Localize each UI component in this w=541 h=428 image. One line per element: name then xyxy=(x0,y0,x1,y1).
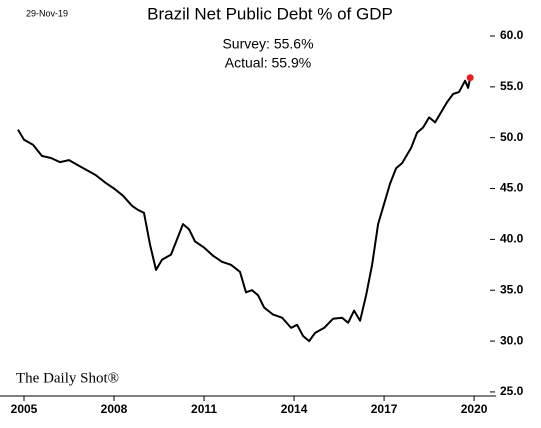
source: The Daily Shot® xyxy=(16,370,119,386)
x-tick-label: 2011 xyxy=(191,402,217,416)
y-tick-label: 50.0 xyxy=(500,130,524,144)
annotation: Actual: 55.9% xyxy=(225,55,311,71)
y-tick-label: 60.0 xyxy=(500,28,524,42)
x-tick-label: 2005 xyxy=(11,402,38,416)
y-tick-label: 30.0 xyxy=(500,333,524,347)
x-tick-label: 2008 xyxy=(101,402,128,416)
highlight-point xyxy=(466,74,474,82)
y-tick-label: 25.0 xyxy=(500,384,524,398)
date-label: 29-Nov-19 xyxy=(26,8,68,18)
x-tick-label: 2017 xyxy=(371,402,398,416)
y-tick-label: 35.0 xyxy=(500,282,524,296)
y-tick-label: 55.0 xyxy=(500,79,524,93)
line xyxy=(17,77,472,343)
y-tick-label: 40.0 xyxy=(500,232,524,246)
x-tick-label: 2020 xyxy=(461,402,488,416)
x-tick-label: 2014 xyxy=(281,402,308,416)
y-tick-label: 45.0 xyxy=(500,181,524,195)
annotation: Survey: 55.6% xyxy=(222,36,313,52)
chart-title: Brazil Net Public Debt % of GDP xyxy=(147,4,393,23)
